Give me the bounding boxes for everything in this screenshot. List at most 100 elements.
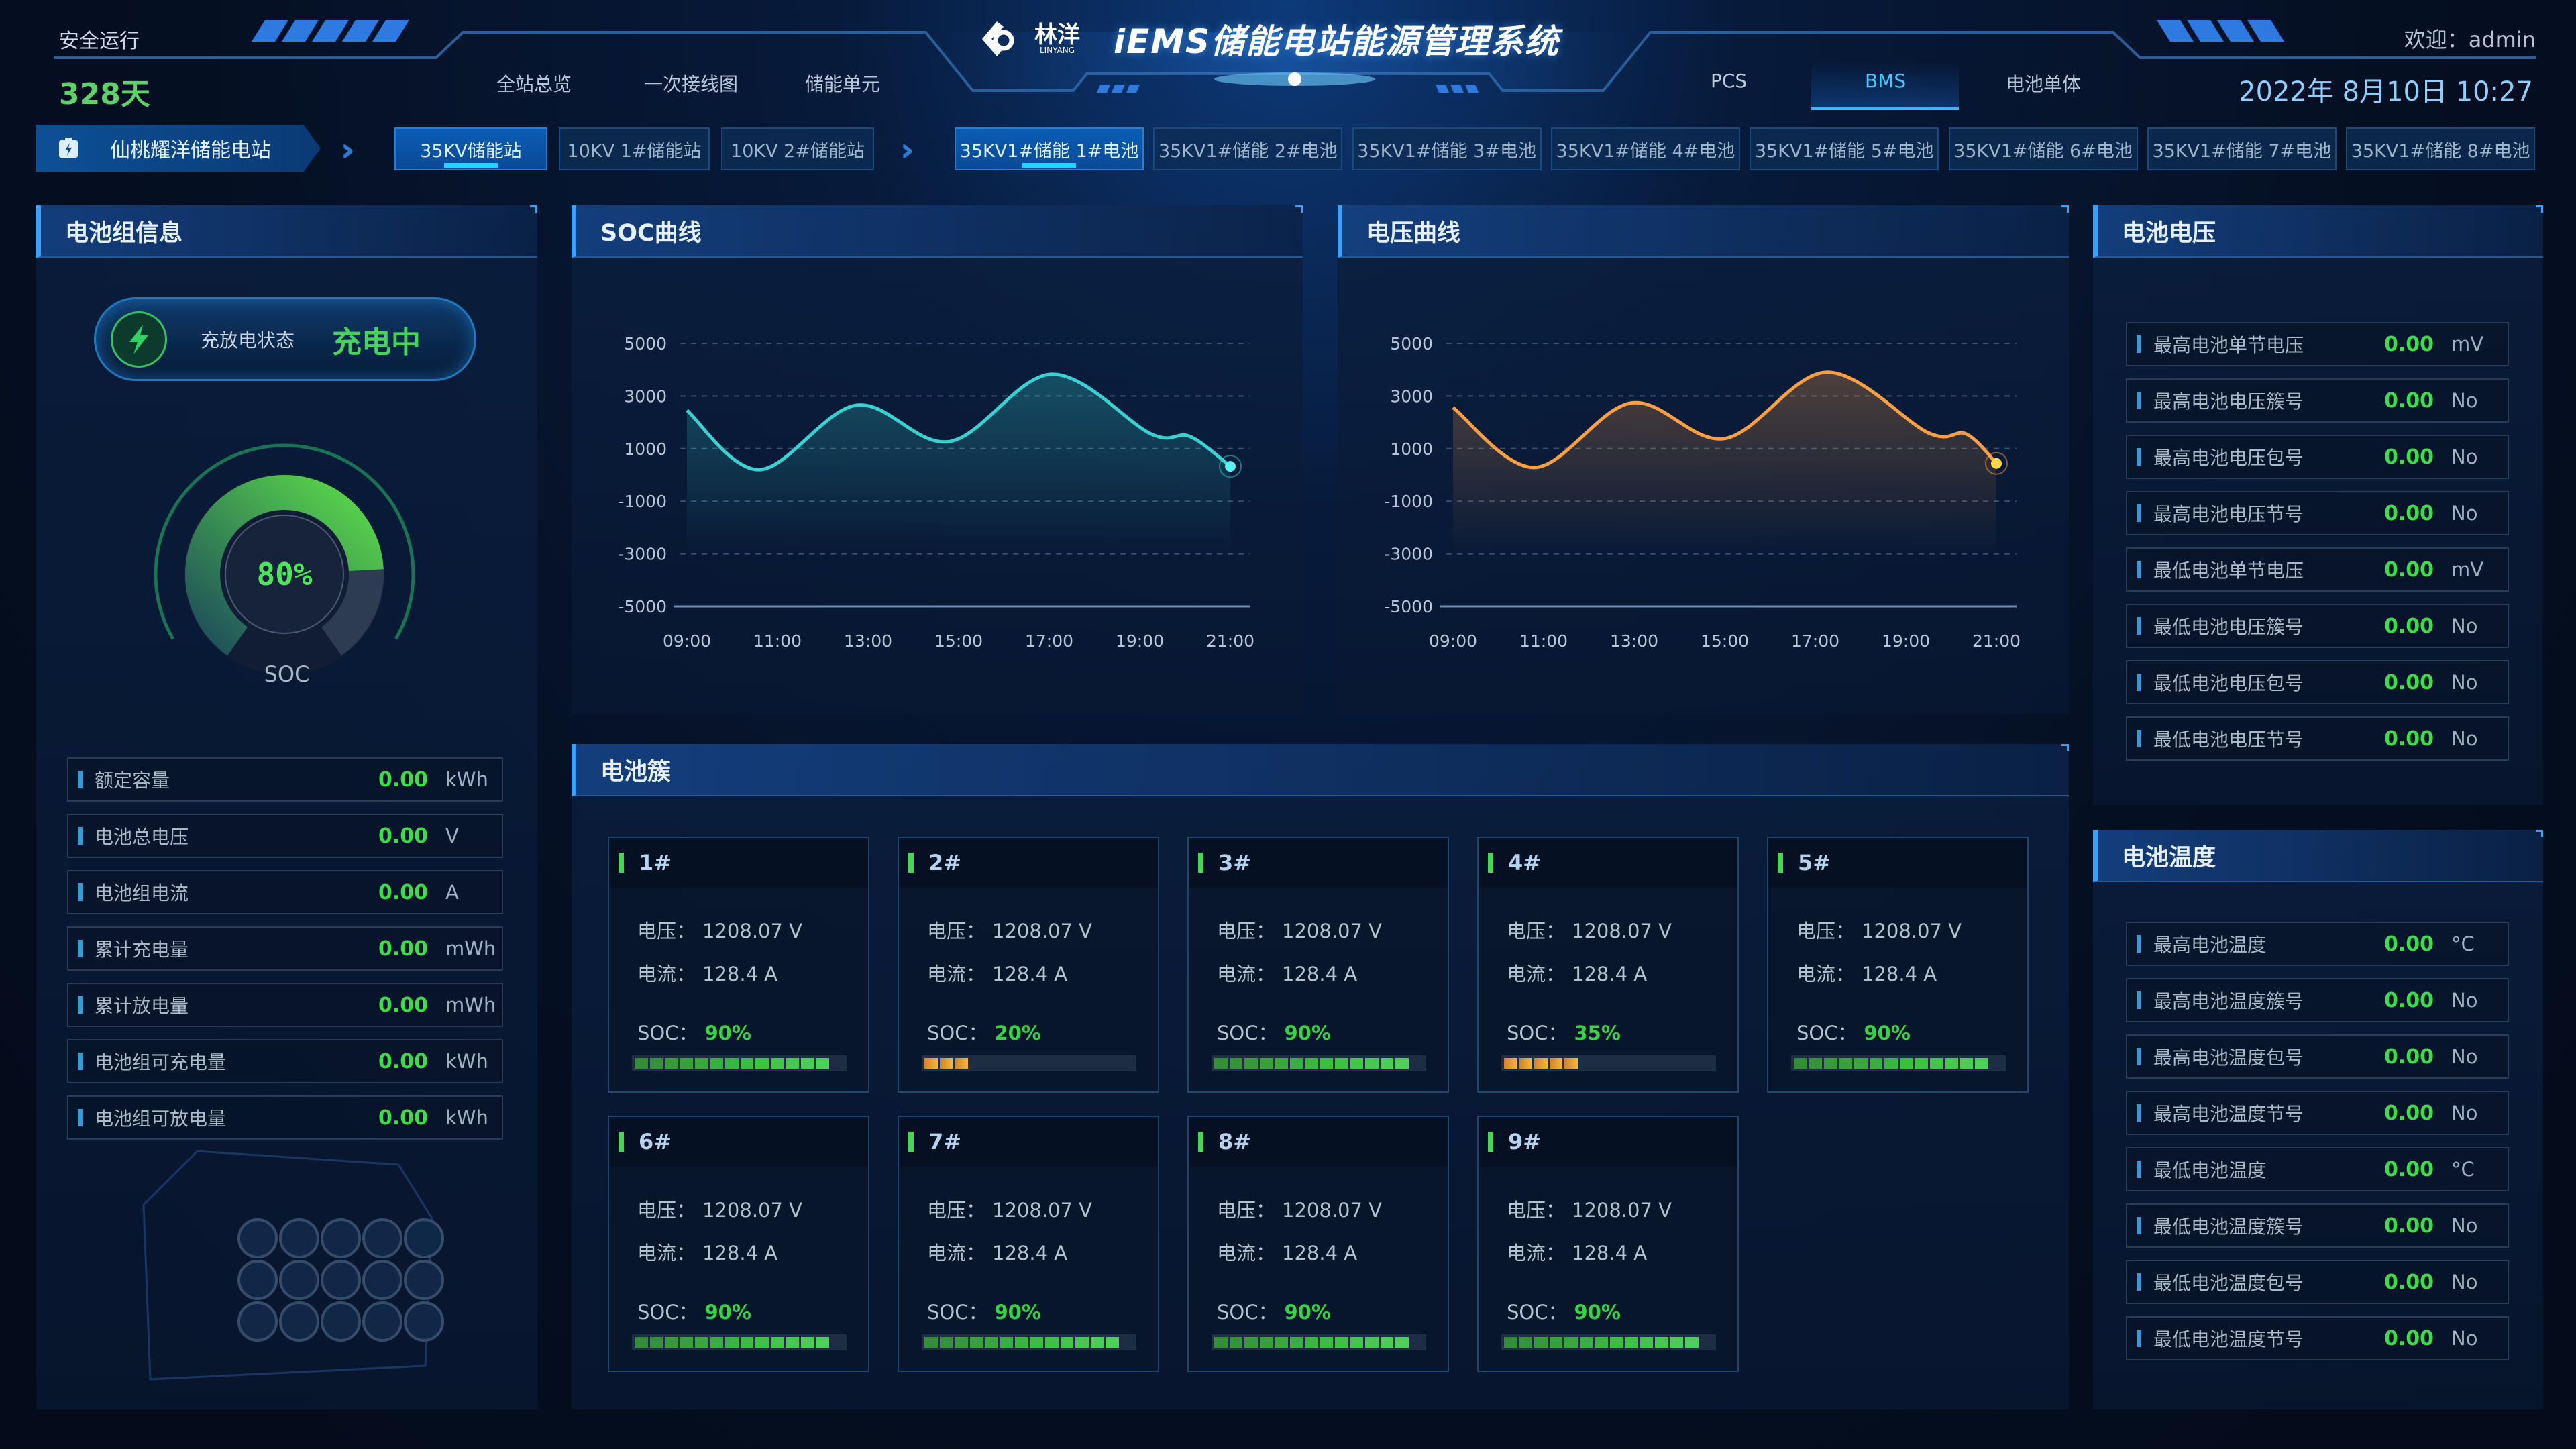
battery-tab[interactable]: 35KV1#储能 4#电池 [1550,127,1740,170]
x-tick-label: 11:00 [753,631,802,651]
metric-unit: No [2451,1102,2478,1124]
battery-cluster-card[interactable]: 9# 电压： 1208.07 V 电流： 128.4 A SOC： 90% [1477,1116,1739,1372]
soc-segment [985,1337,998,1348]
station-selector[interactable]: 仙桃耀洋储能电站 [36,125,321,172]
metric-value: 0.00 [2383,614,2434,638]
nav-item[interactable]: 电池单体 [2006,73,2082,95]
metric-unit: No [2451,1271,2478,1293]
battery-cluster-card[interactable]: 2# 电压： 1208.07 V 电流： 128.4 A SOC： 20% [898,837,1159,1093]
battery-cluster-card[interactable]: 4# 电压： 1208.07 V 电流： 128.4 A SOC： 35% [1477,837,1739,1093]
soc-segment [1350,1058,1363,1069]
soc-label: SOC： [1796,1022,1858,1044]
metric-unit: kWh [445,768,488,791]
metric-value: 0.00 [378,880,428,904]
soc-value: 20% [994,1022,1041,1044]
soc-segment [1380,1337,1393,1348]
soc-segment [1534,1058,1548,1069]
soc-segment [939,1337,953,1348]
battery-tab[interactable]: 35KV1#储能 7#电池 [2147,127,2337,170]
metric-row: 最低电池温度簇号 0.00 No [2126,1203,2509,1248]
x-tick-label: 19:00 [1116,631,1164,651]
metric-row: 电池组电流 0.00 A [67,870,503,914]
end-point-halo [1985,451,2008,475]
nav-item[interactable]: BMS [1865,70,1907,92]
soc-value: 90% [1284,1301,1331,1324]
soc-progress-bar [1501,1055,1716,1071]
nav-item[interactable]: PCS [1711,70,1748,92]
nav-item[interactable]: 一次接线图 [644,73,739,95]
soc-segment [1824,1058,1837,1069]
linyang-logo-icon [982,21,1014,56]
metric-row: 最高电池电压节号 0.00 No [2126,491,2509,535]
soc-segment [924,1058,938,1069]
metric-label: 最低电池温度节号 [2153,1328,2304,1350]
current-value: 128.4 A [1282,963,1358,985]
card-header: 6# [609,1117,868,1167]
cluster-name: 6# [639,1129,672,1155]
battery-cluster-card[interactable]: 6# 电压： 1208.07 V 电流： 128.4 A SOC： 90% [608,1116,869,1372]
station-tab[interactable]: 10KV 2#储能站 [721,127,874,170]
nav-item[interactable]: 储能单元 [805,73,881,95]
metric-row: 额定容量 0.00 kWh [67,757,503,802]
metric-unit: mWh [445,994,496,1016]
soc-segment [1579,1337,1593,1348]
cluster-voltage: 电压： 1208.07 V [637,1195,802,1223]
metric-value: 0.00 [2383,445,2434,469]
voltage-chart-panel: 电压曲线 5000 3000 1000 -1000 -3000 -5000 09:00 11:… [1338,205,2069,714]
soc-label: SOC： [927,1301,988,1324]
cluster-current: 电流： 128.4 A [1507,1238,1647,1266]
soc-segment [1504,1058,1517,1069]
status-marker [1778,853,1783,873]
soc-segment [1809,1058,1822,1069]
battery-tab[interactable]: 35KV1#储能 2#电池 [1153,127,1343,170]
voltage-value: 1208.07 V [1572,1199,1672,1222]
current-value: 128.4 A [702,963,778,985]
battery-tab[interactable]: 35KV1#储能 3#电池 [1352,127,1542,170]
soc-label: SOC： [1507,1301,1568,1324]
nav-item[interactable]: 全站总览 [496,73,572,95]
metric-label: 最高电池温度 [2153,934,2267,956]
cluster-voltage: 电压： 1208.07 V [1507,916,1672,944]
battery-tab[interactable]: 35KV1#储能 1#电池 [955,127,1144,170]
metric-row: 最低电池温度节号 0.00 No [2126,1316,2509,1360]
y-tick-label: -1000 [1384,492,1433,511]
cluster-voltage: 电压： 1208.07 V [1507,1195,1672,1223]
soc-segment [725,1058,739,1069]
cell-icon [321,1301,361,1342]
soc-value: 90% [1574,1301,1621,1324]
cluster-name: 1# [639,850,672,875]
voltage-chart: 5000 3000 1000 -1000 -3000 -5000 09:00 11:00 13:… [1384,334,2021,651]
soc-segment [1380,1058,1393,1069]
metric-unit: No [2451,1327,2478,1350]
battery-cluster-card[interactable]: 8# 电压： 1208.07 V 电流： 128.4 A SOC： 90% [1187,1116,1449,1372]
soc-segment [1030,1337,1043,1348]
metric-label: 最高电池温度簇号 [2153,990,2304,1012]
voltage-label: 电压： [1217,920,1276,943]
card-header: 4# [1479,838,1737,888]
status-marker [1198,853,1203,873]
battery-tab[interactable]: 35KV1#储能 8#电池 [2346,127,2536,170]
soc-segment [1214,1337,1228,1348]
battery-cluster-card[interactable]: 5# 电压： 1208.07 V 电流： 128.4 A SOC： 90% [1767,837,2029,1093]
soc-gauge-label: SOC [264,661,310,687]
soc-segment [1320,1058,1333,1069]
station-tab[interactable]: 10KV 1#储能站 [559,127,710,170]
card-header: 7# [899,1117,1158,1167]
battery-cluster-card[interactable]: 1# 电压： 1208.07 V 电流： 128.4 A SOC： 90% [608,837,869,1093]
cell-icon [279,1218,319,1258]
charge-status-pill: 充放电状态 充电中 [94,297,476,381]
soc-segment [1244,1058,1258,1069]
status-marker [1488,853,1493,873]
station-tab[interactable]: 35KV储能站 [394,127,547,170]
battery-tab[interactable]: 35KV1#储能 5#电池 [1750,127,1939,170]
soc-segment [1839,1058,1852,1069]
metric-unit: No [2451,1045,2478,1068]
battery-cluster-card[interactable]: 3# 电压： 1208.07 V 电流： 128.4 A SOC： 90% [1187,837,1449,1093]
metric-unit: kWh [445,1050,488,1073]
battery-cluster-card[interactable]: 7# 电压： 1208.07 V 电流： 128.4 A SOC： 90% [898,1116,1159,1372]
cluster-voltage: 电压： 1208.07 V [1796,916,1962,944]
soc-segment [800,1337,814,1348]
voltage-label: 电压： [637,920,696,943]
soc-value: 80% [256,556,312,592]
battery-tab[interactable]: 35KV1#储能 6#电池 [1948,127,2138,170]
